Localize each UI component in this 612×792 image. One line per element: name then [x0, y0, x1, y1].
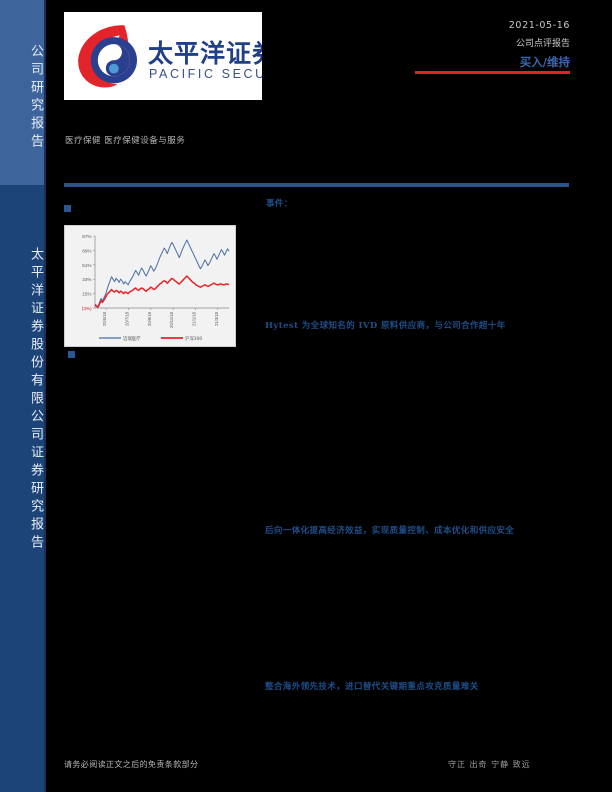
- rail-section-bottom: [0, 185, 45, 792]
- rating-underline: [415, 71, 570, 74]
- svg-text:20/9/18: 20/9/18: [147, 311, 152, 326]
- svg-text:20/11/18: 20/11/18: [169, 311, 174, 328]
- svg-text:21/3/18: 21/3/18: [214, 311, 219, 326]
- rail-edge: [44, 0, 46, 792]
- svg-text:迈瑞医疗: 迈瑞医疗: [123, 335, 141, 342]
- svg-text:(3%): (3%): [82, 306, 92, 311]
- svg-text:20/5/18: 20/5/18: [102, 311, 107, 326]
- header-divider: [64, 183, 569, 187]
- chart-plot-area: 87% 69% 51% 33% 15% (3%) 20/5/18 20/7/18 20/9/18…: [65, 226, 235, 346]
- svg-text:21/1/18: 21/1/18: [192, 311, 197, 326]
- section-heading-point-2: 后向一体化提高经济效益，实现质量控制、成本优化和供应安全: [265, 526, 515, 536]
- rail-label-company: 太平洋证券股份有限公司证券研究报告: [28, 247, 43, 553]
- svg-text:51%: 51%: [82, 263, 91, 268]
- svg-text:69%: 69%: [82, 248, 91, 253]
- footer-disclaimer: 请务必阅读正文之后的免责条款部分: [64, 760, 199, 769]
- logo-text-cn: 太平洋证券: [148, 39, 262, 68]
- svg-text:33%: 33%: [82, 277, 91, 282]
- stock-performance-chart: 87% 69% 51% 33% 15% (3%) 20/5/18 20/7/18 20/9/18…: [64, 225, 236, 347]
- footer-slogan: 守正 出奇 宁静 致远: [448, 760, 531, 769]
- report-type: 公司点评报告: [515, 39, 570, 49]
- logo-text-en: PACIFIC SECURITIES: [149, 67, 262, 81]
- section-heading-point-1: Hytest 为全球知名的 IVD 原料供应商，与公司合作超十年: [265, 321, 506, 331]
- company-logo: 太平洋证券 PACIFIC SECURITIES: [64, 12, 262, 100]
- svg-text:15%: 15%: [82, 292, 91, 297]
- report-date: 2021-05-16: [508, 20, 570, 31]
- bullet-marker: [68, 351, 75, 358]
- report-meta: 2021-05-16 公司点评报告 买入/维持: [370, 20, 570, 70]
- chart-canvas: 87% 69% 51% 33% 15% (3%) 20/5/18 20/7/18 20/9/18…: [82, 234, 230, 342]
- section-heading-point-3: 整合海外领先技术，进口替代关键期重点攻克质量难关: [265, 682, 479, 692]
- section-heading-event: 事件：: [266, 199, 293, 209]
- pacific-securities-emblem: [78, 25, 137, 88]
- rail-label-report-type: 公司研究报告: [28, 44, 43, 152]
- left-rail: 公司研究报告 太平洋证券股份有限公司证券研究报告: [0, 0, 46, 792]
- svg-text:沪深300: 沪深300: [185, 335, 202, 342]
- rail-section-top: [0, 0, 45, 185]
- svg-text:20/7/18: 20/7/18: [125, 311, 130, 326]
- industry-classification: 医疗保健 医疗保健设备与服务: [65, 136, 186, 146]
- investment-rating: 买入/维持: [519, 55, 570, 69]
- svg-text:87%: 87%: [82, 234, 91, 239]
- bullet-marker: [64, 205, 71, 212]
